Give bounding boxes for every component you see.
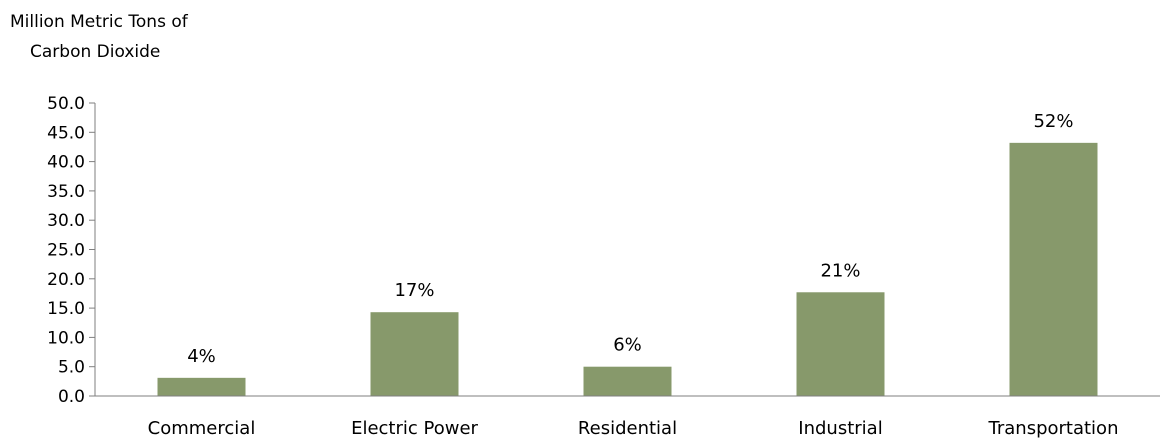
y-tick-label: 0.0 (58, 387, 85, 407)
data-label: 4% (187, 346, 216, 367)
y-tick-label: 30.0 (47, 211, 85, 231)
bar (796, 292, 885, 396)
y-tick-label: 20.0 (47, 270, 85, 290)
y-tick-label: 10.0 (47, 328, 85, 348)
data-label: 6% (613, 335, 642, 356)
bar (583, 366, 672, 396)
y-tick-label: 45.0 (47, 123, 85, 143)
bars (157, 142, 1098, 396)
y-axis-ticks: 0.0 5.0 10.0 15.0 20.0 25.0 30.0 35.0 40.0 45.0 50… (47, 94, 95, 407)
y-tick-label: 50.0 (47, 94, 85, 114)
y-tick-label: 25.0 (47, 241, 85, 261)
y-tick-label: 5.0 (58, 358, 85, 378)
y-axis-title-line-2: Carbon Dioxide (30, 42, 160, 62)
x-axis-categories: Commercial Electric Power Residential Indus… (148, 418, 1119, 439)
y-axis-title-line-1: Million Metric Tons of (10, 12, 189, 32)
data-label: 21% (820, 260, 860, 281)
category-label: Commercial (148, 418, 256, 439)
bar (157, 377, 246, 396)
data-label: 17% (394, 280, 434, 301)
data-label: 52% (1033, 111, 1073, 132)
data-labels: 4% 17% 6% 21% 52% (187, 111, 1073, 367)
category-label: Industrial (798, 418, 882, 439)
y-tick-label: 15.0 (47, 299, 85, 319)
category-label: Electric Power (351, 418, 478, 439)
y-tick-label: 40.0 (47, 153, 85, 173)
y-tick-label: 35.0 (47, 182, 85, 202)
category-label: Transportation (988, 418, 1119, 439)
bar (370, 312, 459, 396)
category-label: Residential (578, 418, 677, 439)
bar (1009, 142, 1098, 396)
